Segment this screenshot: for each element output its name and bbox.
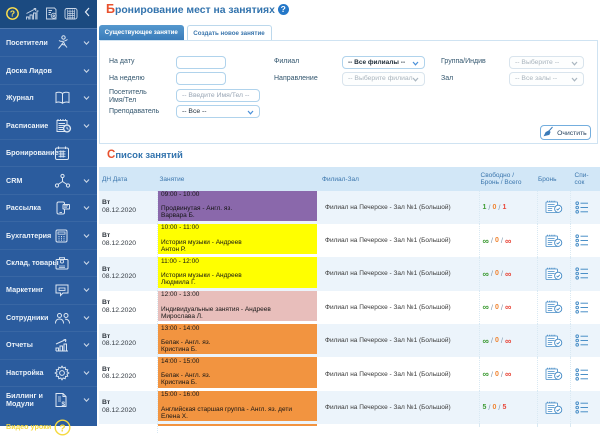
- svg-text:$: $: [62, 401, 66, 408]
- svg-text:?: ?: [10, 9, 15, 19]
- svg-text:?: ?: [59, 422, 65, 434]
